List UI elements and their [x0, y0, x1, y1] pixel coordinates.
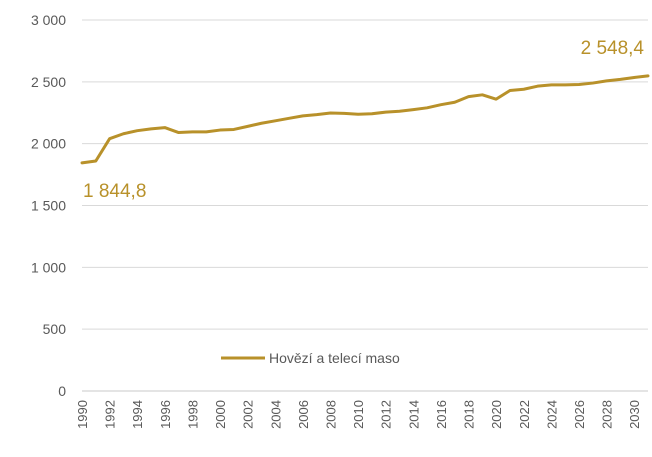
x-tick-label: 1998 — [185, 400, 200, 429]
x-tick-label: 2024 — [544, 400, 559, 429]
series-lines — [80, 74, 650, 165]
x-tick-label: 2020 — [489, 400, 504, 429]
data-label: 2 548,4 — [581, 38, 645, 59]
x-tick-label: 2026 — [572, 400, 587, 429]
x-tick-label: 1994 — [130, 400, 145, 429]
series-line — [80, 74, 650, 165]
x-tick-label: 2030 — [627, 400, 642, 429]
y-tick-label: 2 500 — [31, 74, 66, 90]
x-tick-label: 2008 — [323, 400, 338, 429]
x-tick-label: 2000 — [213, 400, 228, 429]
y-tick-label: 3 000 — [31, 12, 66, 28]
y-tick-label: 500 — [43, 321, 67, 337]
x-tick-label: 2002 — [241, 400, 256, 429]
x-tick-label: 2018 — [462, 400, 477, 429]
legend-label: Hovězí a telecí maso — [269, 350, 400, 366]
y-tick-label: 1 500 — [31, 198, 66, 214]
x-tick-label: 2016 — [434, 400, 449, 429]
data-annotations: 1 844,8 2 548,4 — [83, 38, 644, 202]
x-tick-label: 2014 — [406, 400, 421, 429]
x-tick-label: 2028 — [600, 400, 615, 429]
y-axis-tick-labels: 0 500 1 000 1 500 2 000 2 500 3 000 — [31, 12, 66, 399]
x-tick-label: 2012 — [379, 400, 394, 429]
y-tick-label: 0 — [58, 383, 66, 399]
x-axis-tick-labels: 1990 1992 1994 1996 1998 2000 2002 2004 2006 2008… — [75, 400, 642, 429]
data-label: 1 844,8 — [83, 181, 146, 202]
x-tick-label: 2004 — [268, 400, 283, 429]
y-tick-label: 2 000 — [31, 136, 66, 152]
x-tick-label: 1992 — [103, 400, 118, 429]
x-tick-label: 2022 — [517, 400, 532, 429]
y-tick-label: 1 000 — [31, 259, 66, 275]
x-tick-label: 2010 — [351, 400, 366, 429]
x-tick-label: 1990 — [75, 400, 90, 429]
x-tick-label: 2006 — [296, 400, 311, 429]
gridlines — [82, 19, 648, 392]
x-tick-label: 1996 — [158, 400, 173, 429]
legend: Hovězí a telecí maso — [221, 350, 400, 366]
